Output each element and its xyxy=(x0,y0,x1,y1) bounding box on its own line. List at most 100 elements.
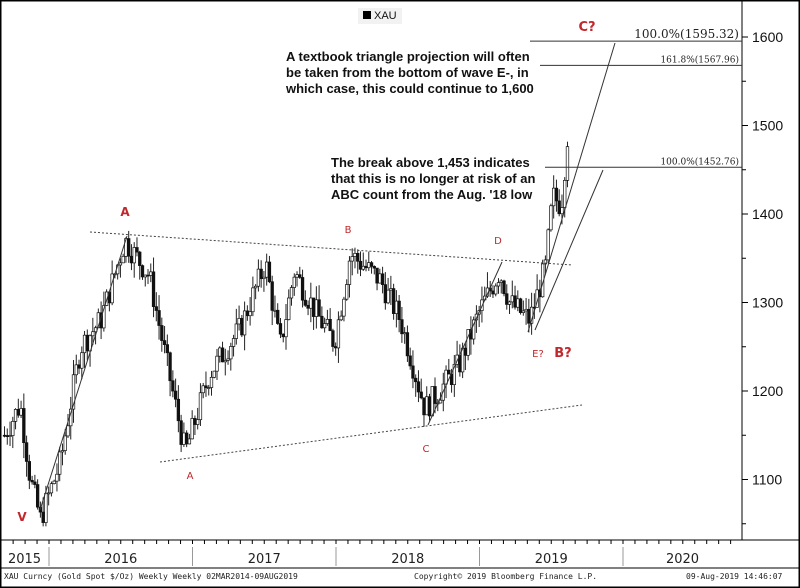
candle-body xyxy=(408,355,412,367)
candle-body xyxy=(196,419,200,425)
candle-body xyxy=(334,346,338,349)
candle-body xyxy=(518,298,523,313)
candle-body xyxy=(41,511,45,523)
candle-body xyxy=(311,297,316,317)
candle-body xyxy=(419,391,423,399)
candle-body xyxy=(168,352,172,382)
wave-label: D xyxy=(494,236,502,247)
fib-level-label: 161.8%(1567.96) xyxy=(660,54,739,65)
candle-body xyxy=(80,352,84,369)
candle-body xyxy=(165,344,169,354)
candle-body xyxy=(154,306,158,311)
candle-body xyxy=(209,376,214,388)
y-tick-label: 1300 xyxy=(752,295,783,311)
candle-body xyxy=(218,347,222,357)
candle-body xyxy=(552,187,556,207)
candle-body xyxy=(5,435,9,437)
candle-body xyxy=(336,319,341,349)
candle-body xyxy=(491,290,495,295)
candle-body xyxy=(223,359,227,363)
candle-body xyxy=(256,268,261,287)
candle-body xyxy=(82,334,87,354)
candle-body xyxy=(11,421,15,436)
wave-label: C? xyxy=(578,20,595,35)
footer-security: XAU Curncy (Gold Spot $/Oz) Weekly Weekl… xyxy=(4,572,298,581)
triangle-lower-line xyxy=(159,404,583,463)
y-tick-label: 1500 xyxy=(752,118,783,134)
candle-body xyxy=(204,385,208,389)
candle-body xyxy=(314,299,319,317)
candle-body xyxy=(157,310,161,326)
candle-body xyxy=(281,333,285,338)
legend: XAU xyxy=(358,8,402,24)
candle-body xyxy=(284,319,288,338)
candle-body xyxy=(74,364,78,376)
wave-label: C xyxy=(423,444,430,455)
candle-body xyxy=(173,390,178,400)
candle-body xyxy=(380,273,385,285)
candle-body xyxy=(543,259,548,265)
candle-body xyxy=(77,364,81,369)
candle-body xyxy=(414,377,418,383)
candle-body xyxy=(389,288,393,291)
candle-body xyxy=(278,323,283,335)
legend-swatch xyxy=(363,11,371,19)
candle-body xyxy=(35,484,40,508)
candle-body xyxy=(287,297,291,320)
candle-body xyxy=(140,265,145,278)
candle-body xyxy=(143,274,147,278)
candle-body xyxy=(242,310,247,336)
candle-body xyxy=(292,276,296,288)
candle-body xyxy=(110,273,114,304)
candle-body xyxy=(118,262,123,266)
candle-body xyxy=(22,408,26,444)
candle-body xyxy=(372,266,376,269)
candle-body xyxy=(121,255,125,264)
candle-body xyxy=(193,418,197,425)
candle-body xyxy=(391,288,396,314)
candle-body xyxy=(63,435,67,451)
y-tick-label: 1100 xyxy=(752,472,782,488)
candle-body xyxy=(226,358,230,361)
candle-body xyxy=(471,319,476,340)
candle-body xyxy=(353,252,357,257)
candle-body xyxy=(425,396,429,416)
candle-body xyxy=(405,332,410,357)
candle-body xyxy=(201,385,205,394)
candle-body xyxy=(499,280,503,283)
candle-body xyxy=(187,438,192,445)
channel-line-lower xyxy=(534,169,604,331)
candle-body xyxy=(146,274,150,277)
candle-body xyxy=(507,301,512,305)
fib-level-label: 100.0%(1452.76) xyxy=(660,156,739,167)
candle-body xyxy=(245,310,250,317)
candle-body xyxy=(132,247,136,264)
candle-body xyxy=(162,340,167,345)
candle-body xyxy=(176,398,181,422)
wave-label: A xyxy=(120,205,130,219)
candle-body xyxy=(447,369,451,375)
y-tick-label: 1200 xyxy=(752,383,783,399)
candle-body xyxy=(430,386,434,417)
candle-body xyxy=(320,315,324,329)
candle-body xyxy=(383,284,387,304)
x-tick-label: 2019 xyxy=(535,552,568,567)
triangle-upper-line xyxy=(89,231,573,266)
candle-body xyxy=(345,284,349,300)
y-tick-label: 1600 xyxy=(752,29,783,45)
candle-body xyxy=(91,331,95,337)
candle-body xyxy=(262,276,266,280)
candle-body xyxy=(524,308,528,312)
candle-body xyxy=(444,369,448,385)
candle-body xyxy=(182,432,186,445)
candle-body xyxy=(367,262,371,269)
candle-body xyxy=(2,434,7,437)
candle-body xyxy=(27,461,32,481)
candle-body xyxy=(265,261,269,278)
wave-line-c-d xyxy=(427,261,503,426)
candle-body xyxy=(452,363,456,385)
candle-body xyxy=(394,300,399,314)
candle-body xyxy=(55,473,59,482)
footer-timestamp: 09-Aug-2019 14:46:07 xyxy=(686,572,783,581)
candle-body xyxy=(149,271,153,276)
